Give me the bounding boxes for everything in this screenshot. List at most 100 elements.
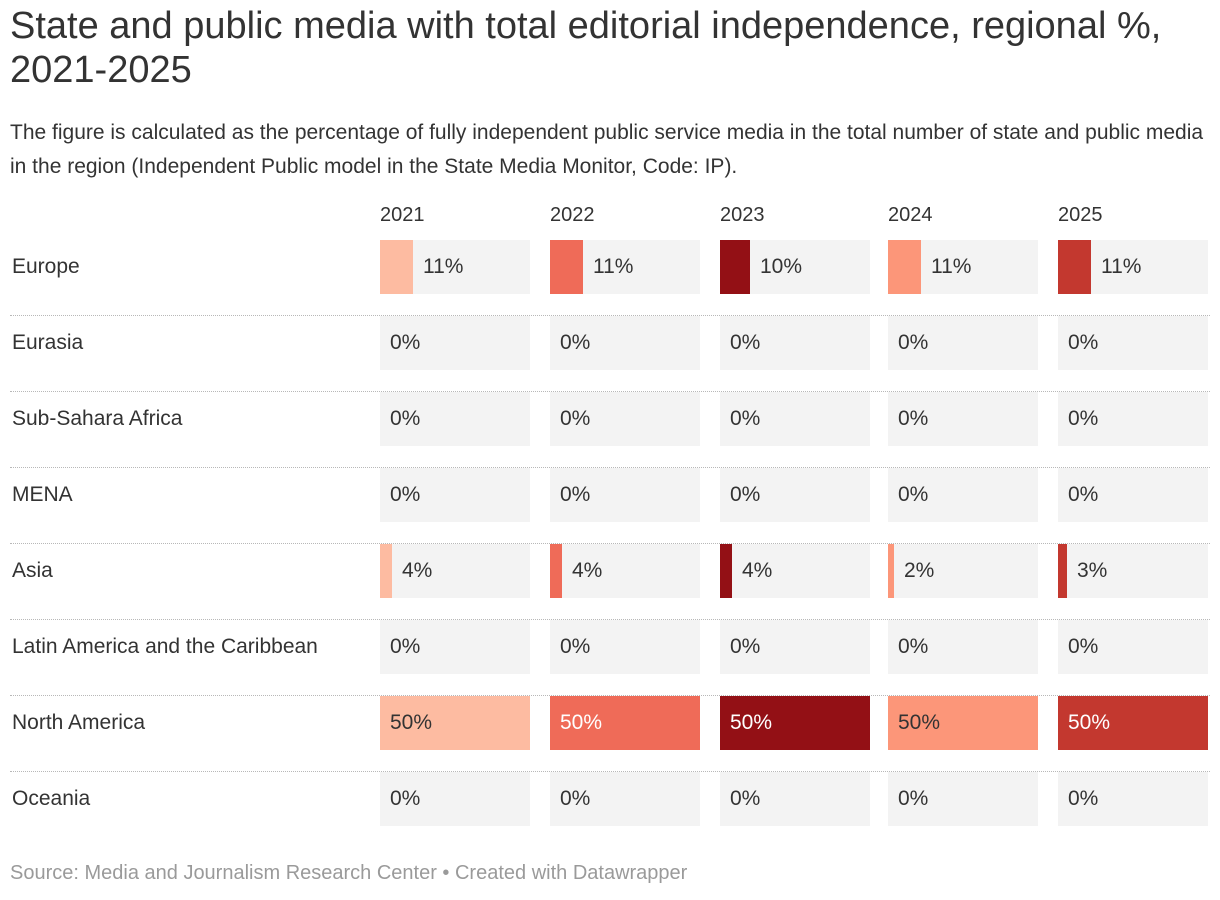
value-label: 0%	[1068, 483, 1099, 506]
table-row: Europe 11% 11% 10% 11% 11%	[0, 240, 1220, 316]
table-cell: 11%	[550, 240, 700, 294]
table-cell: 11%	[1058, 240, 1208, 294]
table-row: Latin America and the Caribbean 0% 0% 0% 0% 0…	[0, 620, 1220, 696]
value-label: 10%	[760, 255, 803, 278]
value-bar	[380, 544, 392, 598]
value-label: 11%	[1101, 255, 1142, 278]
table-cell: 0%	[380, 468, 530, 522]
table-cell: 50%	[720, 696, 870, 750]
table-cell: 4%	[550, 544, 700, 598]
chart-title: State and public media with total editor…	[10, 5, 1162, 91]
table-cell: 50%	[550, 696, 700, 750]
value-bar	[888, 544, 894, 598]
value-label: 0%	[560, 483, 591, 506]
table-cell: 0%	[380, 772, 530, 826]
table-row: Sub-Sahara Africa 0% 0% 0% 0% 0%	[0, 392, 1220, 468]
value-label: 0%	[730, 635, 761, 658]
row-label: Latin America and the Caribbean	[12, 635, 318, 658]
row-label: Europe	[12, 255, 80, 278]
column-header-2021: 2021	[380, 204, 425, 226]
table-row: Oceania 0% 0% 0% 0% 0%	[0, 772, 1220, 848]
table-cell: 0%	[888, 620, 1038, 674]
value-label: 50%	[1068, 711, 1111, 734]
table-cell: 4%	[720, 544, 870, 598]
table-cell: 0%	[720, 392, 870, 446]
value-label: 0%	[560, 787, 591, 810]
table-cell: 11%	[888, 240, 1038, 294]
table-cell: 0%	[550, 316, 700, 370]
value-label: 0%	[390, 331, 421, 354]
value-label: 0%	[390, 407, 421, 430]
table-cell: 0%	[888, 316, 1038, 370]
value-label: 3%	[1077, 559, 1108, 582]
value-bar	[550, 240, 583, 294]
value-label: 0%	[730, 331, 761, 354]
value-label: 11%	[931, 255, 972, 278]
table-cell: 0%	[720, 620, 870, 674]
row-label: Sub-Sahara Africa	[12, 407, 183, 430]
value-bar	[888, 696, 1038, 750]
value-label: 4%	[572, 559, 603, 582]
table-cell: 3%	[1058, 544, 1208, 598]
value-label: 2%	[904, 559, 935, 582]
table-row: Eurasia 0% 0% 0% 0% 0%	[0, 316, 1220, 392]
value-label: 4%	[742, 559, 773, 582]
table-cell: 50%	[380, 696, 530, 750]
table-cell: 0%	[550, 468, 700, 522]
value-bar	[1058, 240, 1091, 294]
value-label: 4%	[402, 559, 433, 582]
table-cell: 0%	[550, 620, 700, 674]
value-label: 0%	[898, 787, 929, 810]
value-label: 0%	[730, 407, 761, 430]
value-label: 11%	[423, 255, 464, 278]
table-cell: 0%	[1058, 772, 1208, 826]
value-bar	[720, 696, 870, 750]
value-label: 0%	[560, 331, 591, 354]
table-cell: 0%	[888, 772, 1038, 826]
value-label: 0%	[730, 483, 761, 506]
value-label: 50%	[390, 711, 433, 734]
value-label: 0%	[560, 635, 591, 658]
source-footer: Source: Media and Journalism Research Ce…	[10, 862, 688, 884]
data-table: 2021 2022 2023 2024 2025 Europe 11% 11% 10% 11% 1…	[0, 195, 1220, 848]
value-label: 11%	[593, 255, 634, 278]
table-cell: 2%	[888, 544, 1038, 598]
table-cell: 0%	[380, 316, 530, 370]
value-bar	[380, 696, 530, 750]
value-label: 0%	[1068, 331, 1099, 354]
table-cell: 0%	[1058, 316, 1208, 370]
table-cell: 0%	[720, 772, 870, 826]
value-label: 0%	[1068, 787, 1099, 810]
value-label: 50%	[560, 711, 603, 734]
value-bar	[550, 696, 700, 750]
value-bar	[1058, 696, 1208, 750]
row-label: MENA	[12, 483, 73, 506]
table-cell: 0%	[720, 468, 870, 522]
table-cell: 4%	[380, 544, 530, 598]
value-bar	[550, 544, 562, 598]
value-label: 0%	[390, 787, 421, 810]
row-label: Oceania	[12, 787, 91, 810]
chart-subtitle: The figure is calculated as the percenta…	[10, 121, 1204, 178]
value-label: 0%	[730, 787, 761, 810]
table-row: MENA 0% 0% 0% 0% 0%	[0, 468, 1220, 544]
table-cell: 0%	[1058, 620, 1208, 674]
table-cell: 50%	[888, 696, 1038, 750]
table-cell: 0%	[380, 620, 530, 674]
table-cell: 0%	[550, 772, 700, 826]
value-label: 0%	[898, 635, 929, 658]
value-label: 0%	[898, 331, 929, 354]
column-header-2025: 2025	[1058, 204, 1103, 226]
value-bar	[380, 240, 413, 294]
column-header-row: 2021 2022 2023 2024 2025	[0, 195, 1220, 240]
column-header-2022: 2022	[550, 204, 595, 226]
value-label: 50%	[898, 711, 941, 734]
value-label: 0%	[390, 483, 421, 506]
value-bar	[1058, 544, 1067, 598]
value-label: 0%	[1068, 635, 1099, 658]
table-cell: 10%	[720, 240, 870, 294]
value-bar	[720, 240, 750, 294]
table-cell: 0%	[1058, 468, 1208, 522]
row-label: Asia	[12, 559, 53, 582]
table-cell: 11%	[380, 240, 530, 294]
